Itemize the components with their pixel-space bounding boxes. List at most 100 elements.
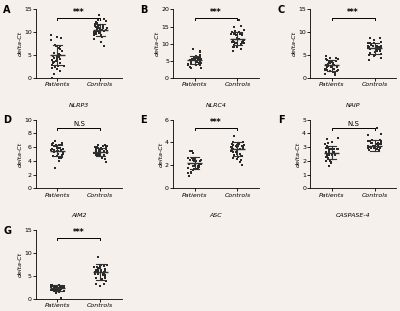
Point xyxy=(330,150,337,155)
Point xyxy=(48,284,55,289)
Point xyxy=(328,64,334,69)
Point xyxy=(370,38,377,43)
Point xyxy=(325,140,332,145)
Point xyxy=(58,147,64,152)
Point xyxy=(101,29,108,34)
Point xyxy=(96,152,102,157)
Point xyxy=(188,169,194,174)
Point xyxy=(236,18,242,23)
Point xyxy=(335,146,342,151)
Point xyxy=(365,41,371,46)
Point xyxy=(325,151,332,156)
Point xyxy=(322,62,329,67)
Point xyxy=(56,283,62,288)
Point xyxy=(377,36,384,41)
Point xyxy=(322,67,328,72)
Point xyxy=(54,35,60,40)
Point xyxy=(365,45,371,50)
Point xyxy=(232,40,238,45)
Point xyxy=(195,165,202,170)
Point xyxy=(331,146,338,151)
Point xyxy=(236,146,243,151)
Point xyxy=(90,265,97,270)
Point xyxy=(322,67,329,72)
Point xyxy=(377,132,384,137)
Point xyxy=(193,53,199,58)
Point xyxy=(95,23,101,28)
Point xyxy=(332,152,338,157)
Point xyxy=(48,287,55,292)
Point xyxy=(57,285,63,290)
Point xyxy=(366,144,372,149)
Point xyxy=(96,152,103,157)
Point xyxy=(102,143,108,148)
Point xyxy=(60,150,66,155)
Point xyxy=(186,173,192,178)
Y-axis label: delta-Ct: delta-Ct xyxy=(158,142,164,166)
Point xyxy=(328,159,334,164)
Point xyxy=(98,262,104,267)
Point xyxy=(56,155,62,160)
Y-axis label: delta-Ct: delta-Ct xyxy=(292,31,297,56)
Point xyxy=(54,55,60,60)
Point xyxy=(365,138,372,143)
Point xyxy=(371,40,377,45)
Point xyxy=(374,142,380,147)
Point xyxy=(230,48,236,53)
Title: CASPASE-4: CASPASE-4 xyxy=(336,213,370,218)
Point xyxy=(233,149,240,154)
Point xyxy=(330,63,336,67)
Point xyxy=(328,160,334,165)
Point xyxy=(371,144,377,149)
Text: N.S: N.S xyxy=(347,121,359,127)
Point xyxy=(93,30,100,35)
Point xyxy=(97,153,104,158)
Point xyxy=(95,28,102,33)
Point xyxy=(234,35,241,40)
Point xyxy=(48,284,55,289)
Point xyxy=(59,153,65,158)
Point xyxy=(378,39,384,44)
Point xyxy=(234,157,240,162)
Point xyxy=(323,66,329,71)
Point xyxy=(93,20,99,25)
Point xyxy=(90,33,97,38)
Point xyxy=(228,144,234,149)
Y-axis label: delta-Ct: delta-Ct xyxy=(18,252,23,277)
Point xyxy=(230,142,236,147)
Point xyxy=(54,56,60,61)
Point xyxy=(96,151,102,156)
Point xyxy=(186,157,193,162)
Point xyxy=(100,23,106,28)
Point xyxy=(238,47,244,52)
Point xyxy=(228,148,234,153)
Point xyxy=(91,29,97,34)
Point xyxy=(58,147,64,152)
Point xyxy=(325,156,332,161)
Point xyxy=(237,152,244,157)
Point xyxy=(97,22,104,27)
Point xyxy=(97,284,104,289)
Point xyxy=(51,149,58,154)
Point xyxy=(370,144,376,149)
Point xyxy=(239,32,246,37)
Point xyxy=(365,53,372,58)
Point xyxy=(94,29,101,34)
Point xyxy=(374,44,380,49)
Point xyxy=(324,62,330,67)
Point xyxy=(230,38,236,43)
Point xyxy=(193,166,200,171)
Y-axis label: delta-Ct: delta-Ct xyxy=(18,142,23,166)
Point xyxy=(95,146,101,151)
Point xyxy=(240,139,246,144)
Point xyxy=(198,161,204,166)
Point xyxy=(52,142,59,147)
Point xyxy=(372,50,378,55)
Point xyxy=(377,43,384,48)
Point xyxy=(51,50,57,55)
Point xyxy=(92,21,98,26)
Point xyxy=(196,57,202,62)
Point xyxy=(92,270,98,275)
Text: ***: *** xyxy=(210,8,222,17)
Point xyxy=(241,38,247,43)
